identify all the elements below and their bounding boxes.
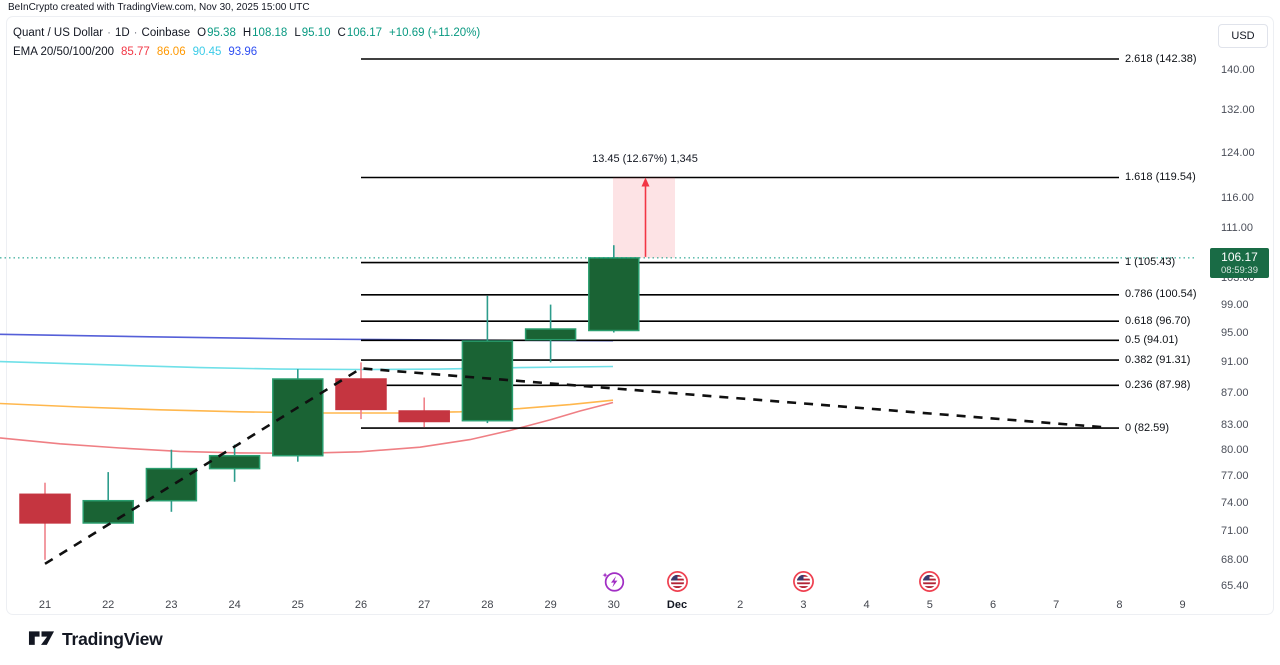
ema-row: EMA 20/50/100/200 85.77 86.06 90.45 93.96 [13,45,480,60]
fib-label-1.618: 1.618 (119.54) [1125,171,1196,183]
ema-value: 93.96 [228,46,258,58]
date-label-25: 25 [291,599,304,611]
date-label-26: 26 [354,599,368,611]
date-label-dec: Dec [666,599,688,611]
candle-nov-21[interactable] [19,493,71,524]
fib-label-0: 0 (82.59) [1125,422,1170,434]
ohlc-key-L: L [294,27,301,39]
ema-label[interactable]: EMA 20/50/100/200 [13,46,115,58]
price-tick-87.00: 87.00 [1221,387,1249,399]
ema-values: 85.77 86.06 90.45 93.96 [114,46,257,58]
attribution-text: BeInCrypto created with TradingView.com,… [8,2,310,13]
price-tick-124.00: 124.00 [1221,147,1255,159]
ohlc-value-L: 95.10 [301,27,331,39]
price-tick-111.00: 111.00 [1221,222,1254,234]
date-label-30: 30 [607,599,620,611]
ohlc-values: O95.38 H108.18 L95.10 C106.17 [190,27,382,39]
ema-value: 90.45 [192,46,222,58]
date-label-7: 7 [1053,599,1060,611]
date-label-29: 29 [544,599,557,611]
footer-logo[interactable]: TradingView [28,629,163,650]
date-label-8: 8 [1116,599,1123,611]
candle-nov-23[interactable] [145,467,198,502]
date-label-24: 24 [228,599,241,611]
symbol-title[interactable]: Quant / US Dollar [13,27,104,39]
fib-label-0.618: 0.618 (96.70) [1125,315,1191,327]
date-label-22: 22 [102,599,115,611]
fib-label-1: 1 (105.43) [1125,256,1176,268]
ema-value: 86.06 [156,46,186,58]
last-price: 106.17 [1221,250,1258,264]
date-label-4: 4 [863,599,870,611]
candle-nov-24[interactable] [208,454,261,470]
date-label-5: 5 [926,599,933,611]
price-tick-116.00: 116.00 [1221,192,1254,204]
bar-countdown: 08:59:39 [1221,265,1258,276]
ohlc-value-H: 108.18 [252,27,288,39]
price-tick-91.00: 91.00 [1221,356,1249,368]
date-label-3: 3 [800,599,807,611]
date-label-9: 9 [1179,599,1186,611]
change-value: +10.69 (+11.20%) [389,27,481,39]
price-tick-71.00: 71.00 [1221,525,1249,537]
fib-label-0.236: 0.236 (87.98) [1125,379,1191,391]
interval-label[interactable]: 1D [114,27,130,39]
us-flag-icon[interactable] [792,570,815,593]
date-label-23: 23 [165,599,178,611]
price-tick-65.40: 65.40 [1221,580,1249,592]
projection-measure-label: 13.45 (12.67%) 1,345 [592,153,698,165]
purple-lightning-icon[interactable] [602,570,625,593]
fib-label-0.5: 0.5 (94.01) [1125,334,1179,346]
candle-nov-29[interactable] [524,328,577,341]
price-tick-95.00: 95.00 [1221,327,1249,339]
exchange-label[interactable]: Coinbase [141,27,191,39]
separator-dot: · [133,27,138,39]
us-flag-icon[interactable] [918,570,941,593]
date-label-27: 27 [418,599,431,611]
candle-nov-30[interactable] [588,257,640,332]
date-label-6: 6 [989,599,997,611]
ema-line [0,360,614,371]
price-tick-132.00: 132.00 [1221,104,1255,116]
candle-nov-22[interactable] [82,499,134,524]
separator-dot: · [107,27,111,39]
ohlc-value-C: 106.17 [346,27,383,39]
chart-legend: Quant / US Dollar · 1D · Coinbase O95.38 H108.… [13,26,480,64]
ema-line [0,399,614,414]
price-tick-74.00: 74.00 [1221,497,1249,509]
candle-nov-25[interactable] [272,378,324,457]
symbol-row: Quant / US Dollar · 1D · Coinbase O95.38 H108.… [13,26,480,41]
us-flag-icon[interactable] [666,570,689,593]
price-tick-68.00: 68.00 [1221,554,1249,566]
projection-zone[interactable] [613,177,675,258]
price-tick-77.00: 77.00 [1221,470,1249,482]
candle-nov-27[interactable] [398,410,450,423]
projection-arrow-head [641,177,650,187]
fib-label-2.618: 2.618 (142.38) [1125,53,1197,65]
fib-label-0.382: 0.382 (91.31) [1125,354,1191,366]
ema-value: 85.77 [121,46,150,58]
ohlc-value-O: 95.38 [207,27,236,39]
price-tick-83.00: 83.00 [1221,419,1249,431]
ohlc-key-O: O [197,27,207,39]
date-label-28: 28 [481,599,494,611]
price-tick-80.00: 80.00 [1221,444,1249,456]
date-label-2: 2 [737,599,744,611]
ema-line [0,401,614,455]
trendline-dashed[interactable] [44,367,1104,565]
ohlc-key-C: C [337,27,346,39]
tradingview-mark-icon [28,630,55,645]
fib-label-0.786: 0.786 (100.54) [1125,288,1197,300]
price-tick-99.00: 99.00 [1221,299,1249,311]
price-tick-140.00: 140.00 [1221,64,1255,76]
currency-label: USD [1231,30,1255,42]
date-label-21: 21 [38,599,52,611]
candle-nov-26[interactable] [335,378,387,411]
chart-card [6,16,1274,615]
ohlc-key-H: H [242,27,252,39]
currency-toggle-button[interactable]: USD [1218,24,1268,48]
tradingview-wordmark: TradingView [62,629,163,649]
last-price-badge: 106.17 08:59:39 [1210,248,1269,278]
